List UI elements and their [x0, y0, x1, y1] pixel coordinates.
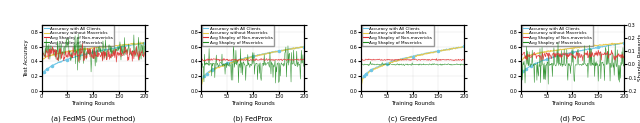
X-axis label: Training Rounds: Training Rounds — [231, 101, 275, 106]
Title: (d) PoC: (d) PoC — [560, 115, 585, 122]
X-axis label: Training Rounds: Training Rounds — [391, 101, 435, 106]
Title: (c) GreedyFed: (c) GreedyFed — [388, 115, 437, 122]
Legend: Accuracy with All Clients, Accuracy without Mavericks, Avg Shapley of Non-maveri: Accuracy with All Clients, Accuracy with… — [202, 25, 274, 46]
X-axis label: Training Rounds: Training Rounds — [71, 101, 115, 106]
X-axis label: Training Rounds: Training Rounds — [550, 101, 595, 106]
Legend: Accuracy with All Clients, Accuracy without Mavericks, Avg Shapley of Non-maveri: Accuracy with All Clients, Accuracy with… — [362, 25, 434, 46]
Y-axis label: Shapley Rewards: Shapley Rewards — [638, 34, 640, 81]
Legend: Accuracy with All Clients, Accuracy without Mavericks, Avg Shapley of Non-maveri: Accuracy with All Clients, Accuracy with… — [42, 25, 114, 46]
Legend: Accuracy with All Clients, Accuracy without Mavericks, Avg Shapley of Non-maveri: Accuracy with All Clients, Accuracy with… — [522, 25, 593, 46]
Title: (a) FedMS (Our method): (a) FedMS (Our method) — [51, 115, 135, 122]
Title: (b) FedProx: (b) FedProx — [234, 115, 273, 122]
Y-axis label: Test Accuracy: Test Accuracy — [24, 39, 29, 77]
